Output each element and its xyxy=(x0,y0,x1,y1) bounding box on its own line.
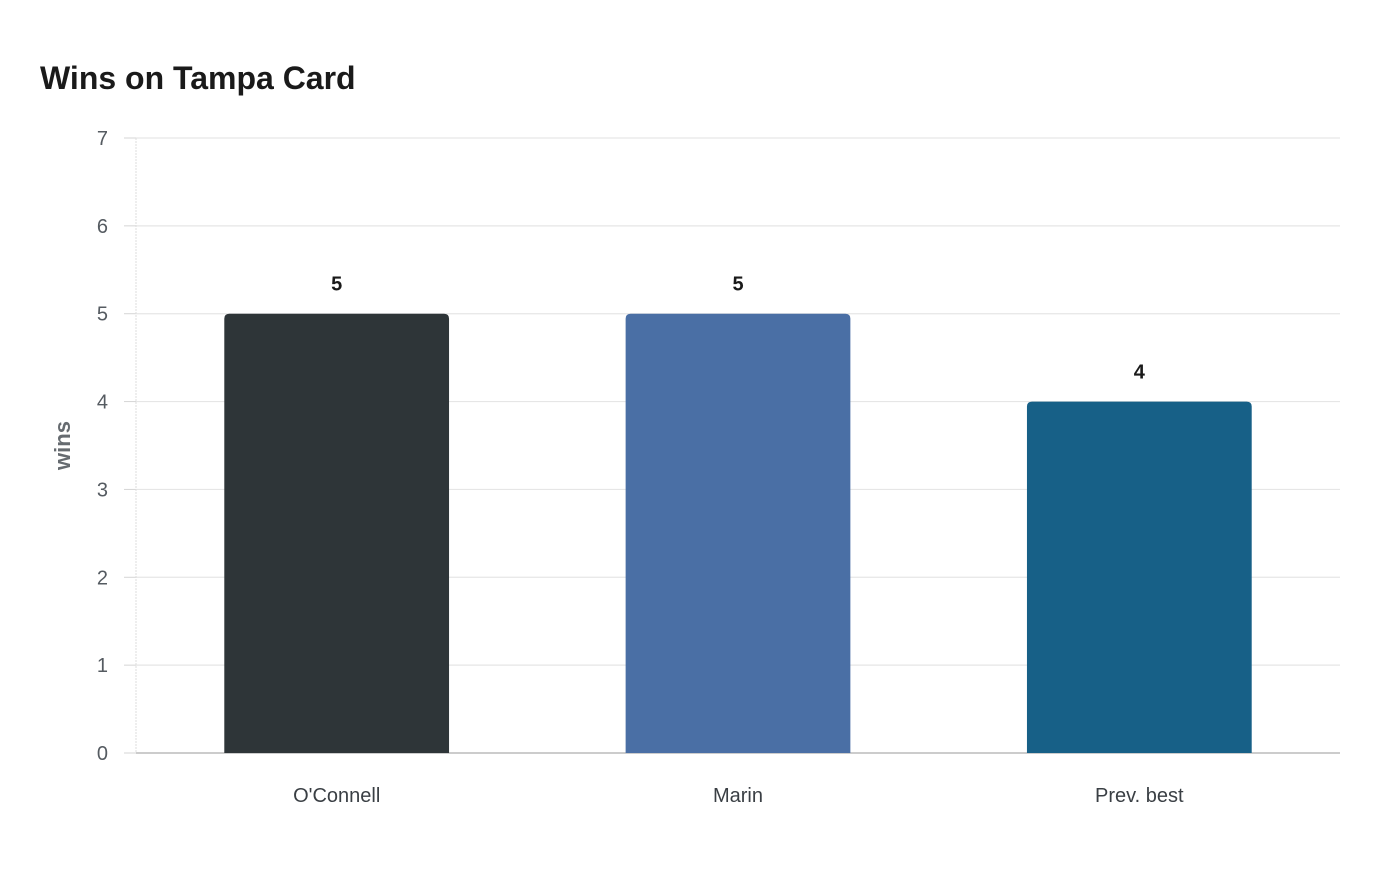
y-tick-label: 0 xyxy=(97,743,108,765)
x-tick-label: O'Connell xyxy=(293,785,380,807)
bar-value-label: 4 xyxy=(1134,362,1146,384)
y-tick-label: 6 xyxy=(97,216,108,238)
chart-title: Wins on Tampa Card xyxy=(40,60,356,96)
bars xyxy=(224,313,1252,753)
y-axis-title: wins xyxy=(50,421,75,471)
y-tick-label: 1 xyxy=(97,655,108,677)
bar xyxy=(1026,401,1252,753)
y-tick-label: 4 xyxy=(97,392,108,414)
y-tick-label: 5 xyxy=(97,304,108,326)
bar-value-label: 5 xyxy=(331,274,342,296)
bar xyxy=(625,313,851,753)
y-tick-label: 7 xyxy=(97,128,108,150)
y-axis-ticks: 0 1 2 3 4 5 6 7 xyxy=(97,128,136,765)
bar xyxy=(224,313,450,753)
value-labels: 5 5 4 xyxy=(331,274,1146,384)
x-tick-label: Prev. best xyxy=(1095,785,1184,807)
x-axis-categories: O'Connell Marin Prev. best xyxy=(293,785,1184,807)
bar-value-label: 5 xyxy=(732,274,743,296)
x-tick-label: Marin xyxy=(713,785,763,807)
y-tick-label: 3 xyxy=(97,479,108,501)
y-tick-label: 2 xyxy=(97,567,108,589)
